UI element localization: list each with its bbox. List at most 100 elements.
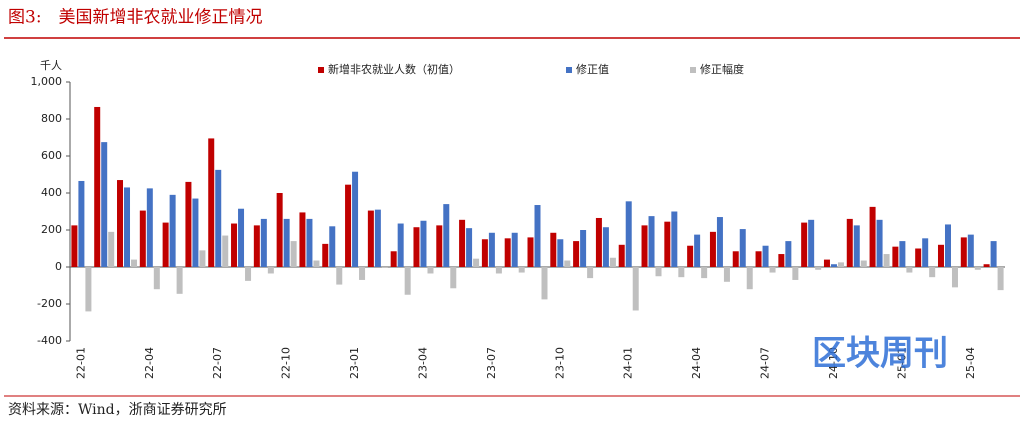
bar bbox=[420, 220, 427, 267]
legend-swatch bbox=[566, 67, 572, 73]
bar bbox=[260, 218, 267, 267]
legend-label: 修正值 bbox=[576, 62, 609, 76]
y-tick-label: 200 bbox=[41, 223, 62, 236]
bar bbox=[504, 238, 511, 267]
bar bbox=[488, 232, 495, 267]
bar bbox=[153, 267, 160, 290]
bar bbox=[716, 217, 723, 267]
x-tick-label: 23-01 bbox=[348, 347, 361, 379]
bar bbox=[671, 211, 678, 267]
x-tick-label: 22-01 bbox=[74, 347, 87, 379]
bar bbox=[746, 267, 753, 290]
bar bbox=[883, 254, 890, 267]
bar bbox=[473, 258, 480, 267]
bar bbox=[450, 267, 457, 289]
bar bbox=[557, 239, 564, 267]
bar bbox=[518, 267, 525, 273]
bar bbox=[694, 234, 701, 267]
bar bbox=[199, 250, 206, 267]
y-tick-label: 600 bbox=[41, 149, 62, 162]
bar bbox=[906, 267, 913, 273]
bar bbox=[146, 188, 153, 267]
bar bbox=[306, 218, 313, 267]
bar bbox=[397, 223, 404, 267]
bar bbox=[495, 267, 502, 274]
bar bbox=[678, 267, 685, 278]
bar bbox=[413, 227, 420, 267]
bar bbox=[937, 244, 944, 267]
bar bbox=[511, 232, 518, 267]
bar bbox=[967, 234, 974, 267]
bar bbox=[78, 180, 85, 267]
x-tick-label: 22-10 bbox=[280, 347, 293, 379]
bar bbox=[618, 244, 625, 267]
bar bbox=[534, 205, 541, 267]
bar bbox=[837, 262, 844, 267]
bar bbox=[778, 254, 785, 267]
bar bbox=[801, 222, 808, 267]
bar bbox=[94, 106, 101, 267]
bar bbox=[944, 224, 951, 267]
bar bbox=[162, 222, 169, 267]
bar bbox=[131, 259, 138, 267]
bar bbox=[899, 241, 906, 267]
bar bbox=[602, 227, 609, 267]
bar bbox=[329, 226, 336, 267]
bar bbox=[792, 267, 799, 280]
bar bbox=[192, 198, 199, 267]
y-tick-label: -200 bbox=[37, 297, 62, 310]
bar bbox=[527, 237, 534, 267]
title: 图3: 美国新增非农就业修正情况 bbox=[8, 8, 263, 28]
bar bbox=[215, 169, 222, 267]
bar bbox=[860, 260, 867, 267]
x-tick-label: 22-07 bbox=[211, 347, 224, 379]
bar bbox=[267, 267, 274, 274]
bar bbox=[436, 225, 443, 267]
bar bbox=[466, 228, 473, 267]
bar bbox=[869, 206, 876, 267]
bar bbox=[541, 267, 548, 300]
bar bbox=[876, 219, 883, 267]
bar bbox=[276, 193, 283, 267]
bar bbox=[997, 267, 1004, 291]
bar bbox=[573, 241, 580, 267]
bar bbox=[815, 267, 822, 270]
bar bbox=[374, 209, 381, 267]
bar bbox=[108, 231, 115, 267]
bar bbox=[238, 208, 245, 267]
bar bbox=[762, 245, 769, 267]
bar bbox=[336, 267, 343, 285]
legend-swatch bbox=[318, 67, 324, 73]
x-tick-label: 24-10 bbox=[827, 347, 840, 379]
bar bbox=[322, 243, 329, 267]
y-tick-label: 400 bbox=[41, 186, 62, 199]
bar bbox=[85, 267, 92, 312]
bar bbox=[785, 241, 792, 267]
y-tick-label: 0 bbox=[55, 260, 62, 273]
bar bbox=[648, 216, 655, 267]
x-tick-label: 23-04 bbox=[416, 347, 429, 379]
plot: -400 -200 0 200 400 600 800 1,000 22-01 22-04 22-0… bbox=[31, 62, 1005, 379]
bar bbox=[655, 267, 662, 277]
x-tick-label: 25-01 bbox=[895, 347, 908, 379]
y-tick-label: -400 bbox=[37, 334, 62, 347]
bar bbox=[427, 267, 434, 274]
bar bbox=[550, 232, 557, 267]
legend-label: 修正幅度 bbox=[700, 62, 744, 76]
bar bbox=[974, 267, 981, 270]
bar bbox=[951, 267, 958, 288]
bar bbox=[641, 225, 648, 267]
bar bbox=[459, 219, 466, 267]
bar bbox=[404, 267, 411, 295]
bar bbox=[609, 257, 616, 267]
bar bbox=[632, 267, 639, 311]
source: 资料来源：Wind，浙商证券研究所 bbox=[8, 402, 227, 418]
bar bbox=[983, 264, 990, 267]
bar bbox=[345, 184, 352, 267]
bar bbox=[732, 251, 739, 267]
bar bbox=[990, 241, 997, 267]
bar bbox=[929, 267, 936, 278]
bar bbox=[117, 180, 124, 267]
bar bbox=[352, 171, 359, 267]
bar bbox=[564, 260, 571, 267]
